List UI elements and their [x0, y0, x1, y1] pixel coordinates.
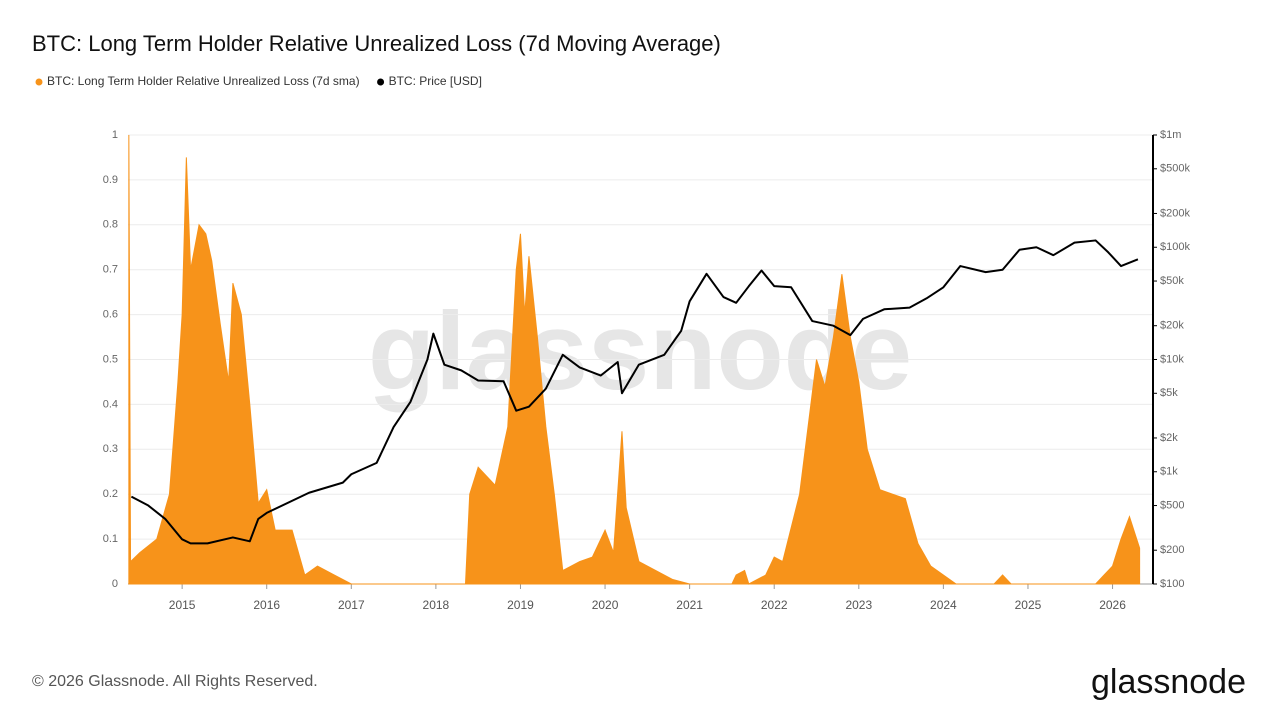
y-tick-label: 0.2 [103, 488, 118, 500]
price-line [130, 239, 1139, 545]
y-tick-label: 0.1 [103, 533, 118, 545]
x-tick-label: 2019 [507, 598, 534, 612]
footer: © 2026 Glassnode. All Rights Reserved. [32, 673, 318, 690]
chart-title: BTC: Long Term Holder Relative Unrealize… [32, 31, 721, 56]
y-tick-label: 0.6 [103, 309, 118, 321]
x-tick-label: 2018 [423, 598, 450, 612]
y-tick-label: 0 [112, 578, 118, 590]
y-tick-label: 0.4 [103, 398, 118, 410]
y2-tick-label: $200k [1160, 207, 1190, 219]
x-tick-label: 2022 [761, 598, 788, 612]
x-tick-label: 2021 [676, 598, 703, 612]
legend-label: BTC: Price [USD] [389, 74, 482, 88]
y2-tick-label: $500k [1160, 163, 1190, 175]
x-tick-label: 2023 [845, 598, 872, 612]
x-tick-label: 2024 [930, 598, 957, 612]
y-tick-label: 1 [112, 129, 118, 141]
y2-tick-label: $10k [1160, 353, 1184, 365]
y2-tick-label: $1k [1160, 466, 1178, 478]
y2-tick-label: $500 [1160, 499, 1184, 511]
legend-label: BTC: Long Term Holder Relative Unrealize… [47, 74, 360, 88]
y2-tick-label: $2k [1160, 432, 1178, 444]
y2-tick-label: $50k [1160, 275, 1184, 287]
y2-tick-label: $100 [1160, 578, 1184, 590]
x-tick-label: 2016 [253, 598, 280, 612]
y2-tick-label: $100k [1160, 241, 1190, 253]
y-tick-label: 0.8 [103, 219, 118, 231]
y2-tick-label: $5k [1160, 387, 1178, 399]
logo: glassnode [1091, 663, 1246, 701]
x-tick-label: 2025 [1015, 598, 1042, 612]
y-tick-label: 0.5 [103, 353, 118, 365]
legend-marker [377, 78, 385, 86]
legend: BTC: Long Term Holder Relative Unrealize… [35, 74, 482, 88]
x-tick-label: 2026 [1099, 598, 1126, 612]
y2-tick-label: $200 [1160, 544, 1184, 556]
y-tick-label: 0.7 [103, 264, 118, 276]
legend-marker [35, 78, 43, 86]
x-tick-label: 2020 [592, 598, 619, 612]
x-tick-label: 2015 [169, 598, 196, 612]
y2-tick-label: $1m [1160, 129, 1181, 141]
y-tick-label: 0.9 [103, 174, 118, 186]
y2-tick-label: $20k [1160, 320, 1184, 332]
x-tick-label: 2017 [338, 598, 365, 612]
y-tick-label: 0.3 [103, 443, 118, 455]
